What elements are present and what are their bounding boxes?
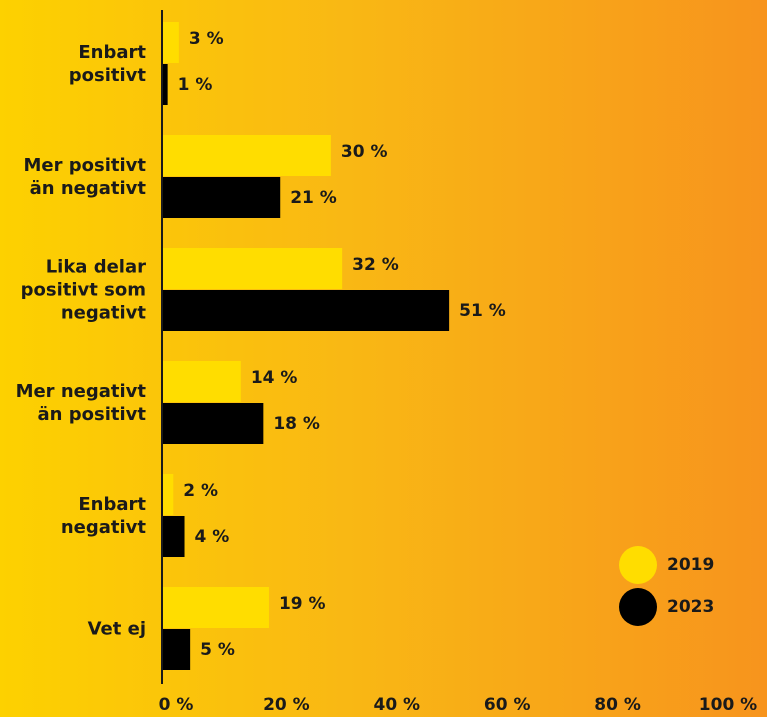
legend-swatch bbox=[619, 588, 657, 626]
value-label: 4 % bbox=[195, 527, 230, 547]
value-label: 1 % bbox=[178, 75, 213, 95]
bar bbox=[162, 587, 269, 628]
bar bbox=[162, 516, 185, 557]
value-label: 51 % bbox=[459, 301, 506, 321]
category-label: Enbart positivt bbox=[68, 42, 146, 86]
bar bbox=[162, 248, 343, 289]
category-label: Lika delar positivt som negativt bbox=[20, 256, 146, 324]
x-tick-label: 60 % bbox=[484, 695, 531, 715]
value-label: 30 % bbox=[341, 142, 388, 162]
legend-swatch bbox=[619, 546, 657, 584]
x-tick-label: 40 % bbox=[373, 695, 420, 715]
bar bbox=[162, 177, 281, 218]
value-label: 2 % bbox=[183, 481, 218, 501]
bar bbox=[162, 403, 264, 444]
value-label: 5 % bbox=[200, 640, 235, 660]
x-tick-label: 100 % bbox=[699, 695, 757, 715]
value-label: 14 % bbox=[251, 368, 298, 388]
bar bbox=[162, 22, 179, 63]
bar bbox=[162, 290, 450, 331]
value-label: 18 % bbox=[273, 414, 320, 434]
bar bbox=[162, 64, 168, 105]
category-label: Mer positivt än negativt bbox=[23, 155, 146, 199]
value-label: 21 % bbox=[290, 188, 337, 208]
legend-label: 2019 bbox=[667, 555, 714, 575]
bar bbox=[162, 135, 331, 176]
bar bbox=[162, 629, 191, 670]
legend-label: 2023 bbox=[667, 597, 714, 617]
x-tick-label: 80 % bbox=[594, 695, 641, 715]
value-label: 3 % bbox=[189, 29, 224, 49]
bar bbox=[162, 474, 174, 515]
category-label: Enbart negativt bbox=[60, 494, 146, 538]
bar bbox=[162, 361, 241, 402]
x-tick-label: 0 % bbox=[159, 695, 194, 715]
value-label: 19 % bbox=[279, 594, 326, 614]
category-label: Mer negativt än positivt bbox=[15, 381, 146, 425]
value-label: 32 % bbox=[352, 255, 399, 275]
x-tick-label: 20 % bbox=[263, 695, 310, 715]
category-label: Vet ej bbox=[87, 618, 146, 640]
